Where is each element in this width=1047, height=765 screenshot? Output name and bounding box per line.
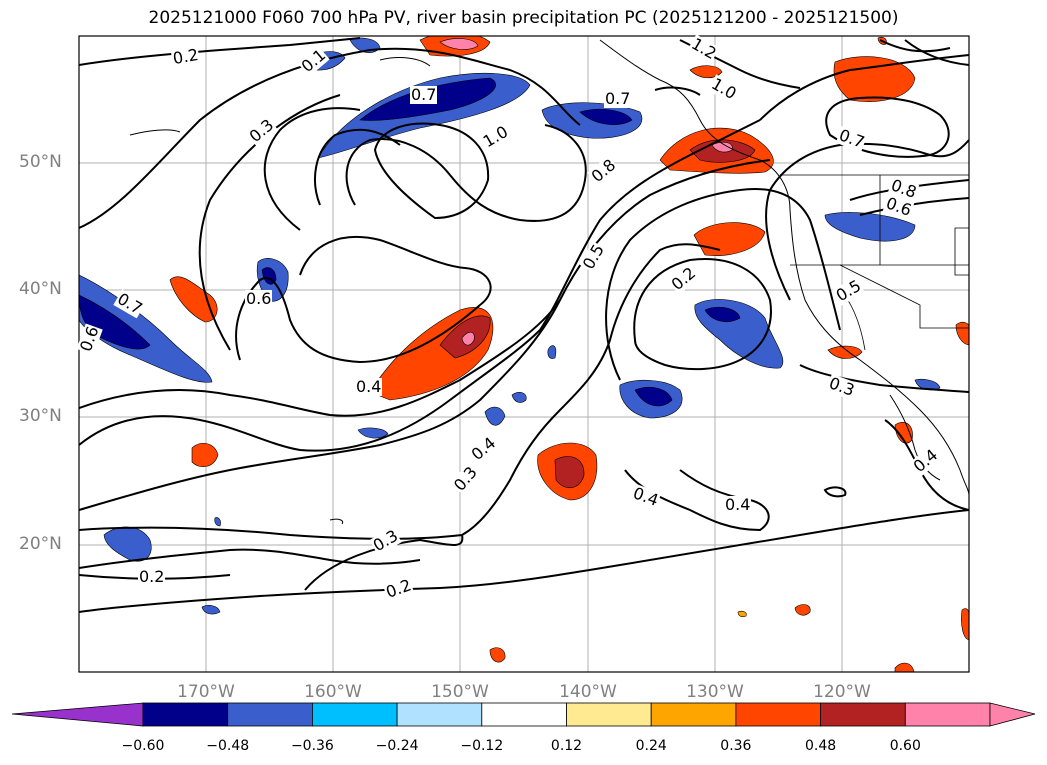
lat-label-40n: 40°N	[19, 279, 62, 299]
colorbar-segment	[481, 702, 567, 727]
lon-label-160w: 160°W	[304, 682, 362, 702]
colorbar-segment	[650, 702, 737, 727]
lat-label-30n: 30°N	[19, 406, 62, 426]
lon-label-140w: 140°W	[559, 682, 617, 702]
colorbar-segment	[227, 702, 313, 727]
colorbar-tick-label: −0.36	[290, 738, 334, 754]
colorbar-tick-label: 0.12	[550, 738, 583, 754]
lon-label-150w: 150°W	[431, 682, 489, 702]
precip-positive-shading	[169, 36, 969, 672]
contour-label: 0.4	[724, 495, 752, 514]
map-frame	[78, 35, 970, 673]
coastline	[129, 39, 969, 525]
lon-label-120w: 120°W	[813, 682, 871, 702]
colorbar-tick-label: 0.60	[889, 738, 921, 754]
contour-label: 0.7	[410, 85, 438, 104]
colorbar-tick-label: 0.24	[635, 738, 667, 754]
colorbar	[11, 702, 1036, 727]
lat-label-50n: 50°N	[19, 152, 62, 172]
colorbar-segment	[735, 702, 822, 727]
colorbar-tick-label: 0.48	[805, 738, 837, 754]
lon-label-170w: 170°W	[177, 682, 235, 702]
colorbar-tick-label: −0.12	[460, 738, 504, 754]
colorbar-tick-label: 0.36	[720, 738, 752, 754]
map-content	[79, 36, 969, 672]
colorbar-tick-label: −0.24	[375, 738, 419, 754]
precip-negative-shading	[79, 37, 941, 615]
colorbar-extend-right	[989, 702, 1036, 727]
contour-label: 0.6	[245, 289, 273, 308]
map-title: 2025121000 F060 700 hPa PV, river basin …	[148, 8, 899, 28]
colorbar-tick-label: −0.60	[121, 738, 165, 754]
contour-label: 0.7	[604, 89, 632, 108]
colorbar-tick-label: −0.48	[206, 738, 250, 754]
lon-label-130w: 130°W	[686, 682, 744, 702]
colorbar-segment	[396, 702, 483, 727]
contour-label: 0.2	[138, 567, 166, 586]
lat-label-20n: 20°N	[19, 534, 62, 554]
pv-contours	[79, 37, 969, 613]
colorbar-segment	[820, 702, 906, 727]
contour-label: 0.4	[355, 377, 383, 396]
colorbar-segment	[566, 702, 652, 727]
colorbar-segment	[142, 702, 229, 727]
colorbar-segment	[904, 702, 991, 727]
colorbar-segment	[311, 702, 398, 727]
colorbar-extend-left	[11, 702, 144, 727]
